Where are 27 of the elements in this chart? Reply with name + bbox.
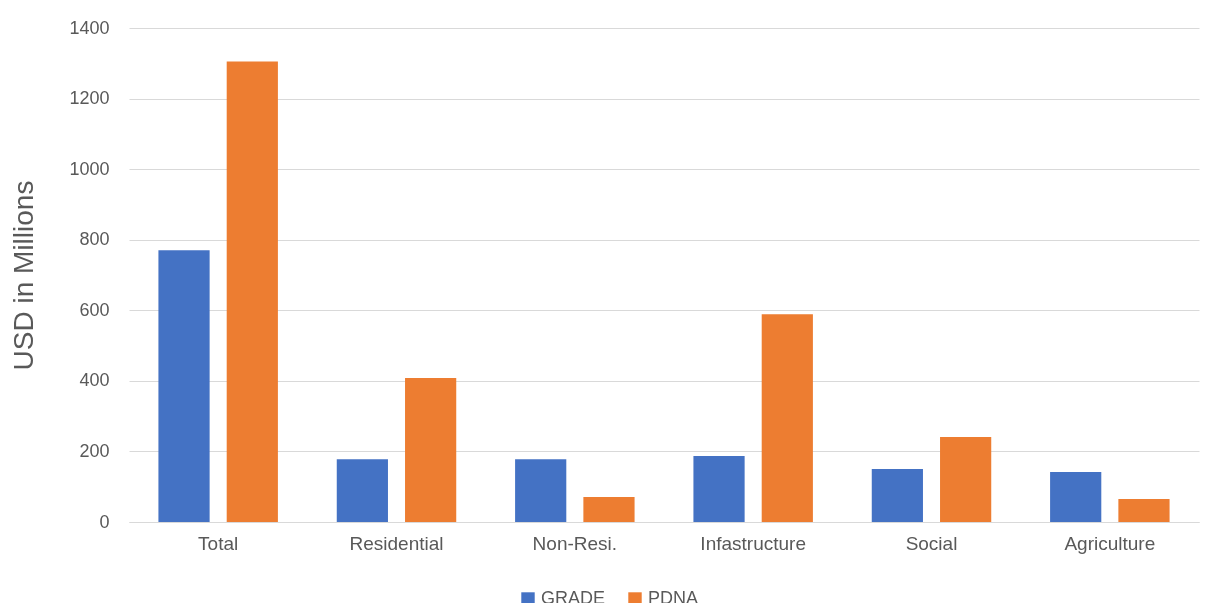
bar xyxy=(940,436,992,522)
bar xyxy=(226,61,278,522)
x-tick-label: Agriculture xyxy=(1064,532,1156,554)
y-tick-label: 1000 xyxy=(69,158,110,179)
x-tick-label: Social xyxy=(905,532,958,554)
y-tick-label: 0 xyxy=(99,511,110,532)
bar xyxy=(871,469,923,522)
bar xyxy=(158,250,210,522)
bar xyxy=(583,496,635,522)
y-tick-label: 800 xyxy=(79,229,110,250)
y-tick-label: 200 xyxy=(79,440,110,461)
bar xyxy=(761,314,813,522)
y-tick-label: 400 xyxy=(79,370,110,391)
bar xyxy=(1050,471,1102,522)
bar xyxy=(405,378,457,522)
y-tick-label: 1200 xyxy=(69,88,110,109)
bar xyxy=(693,456,745,522)
y-tick-label: 1400 xyxy=(69,17,110,38)
x-tick-label: Total xyxy=(198,532,239,554)
bar xyxy=(336,459,388,522)
x-tick-label: Infastructure xyxy=(700,532,806,554)
bar xyxy=(1118,499,1170,522)
bar xyxy=(515,459,567,522)
y-axis-title: USD in Millions xyxy=(8,180,40,371)
x-tick-label: Residential xyxy=(349,532,444,554)
y-tick-label: 600 xyxy=(79,299,110,320)
x-tick-label: Non-Resi. xyxy=(532,532,618,554)
